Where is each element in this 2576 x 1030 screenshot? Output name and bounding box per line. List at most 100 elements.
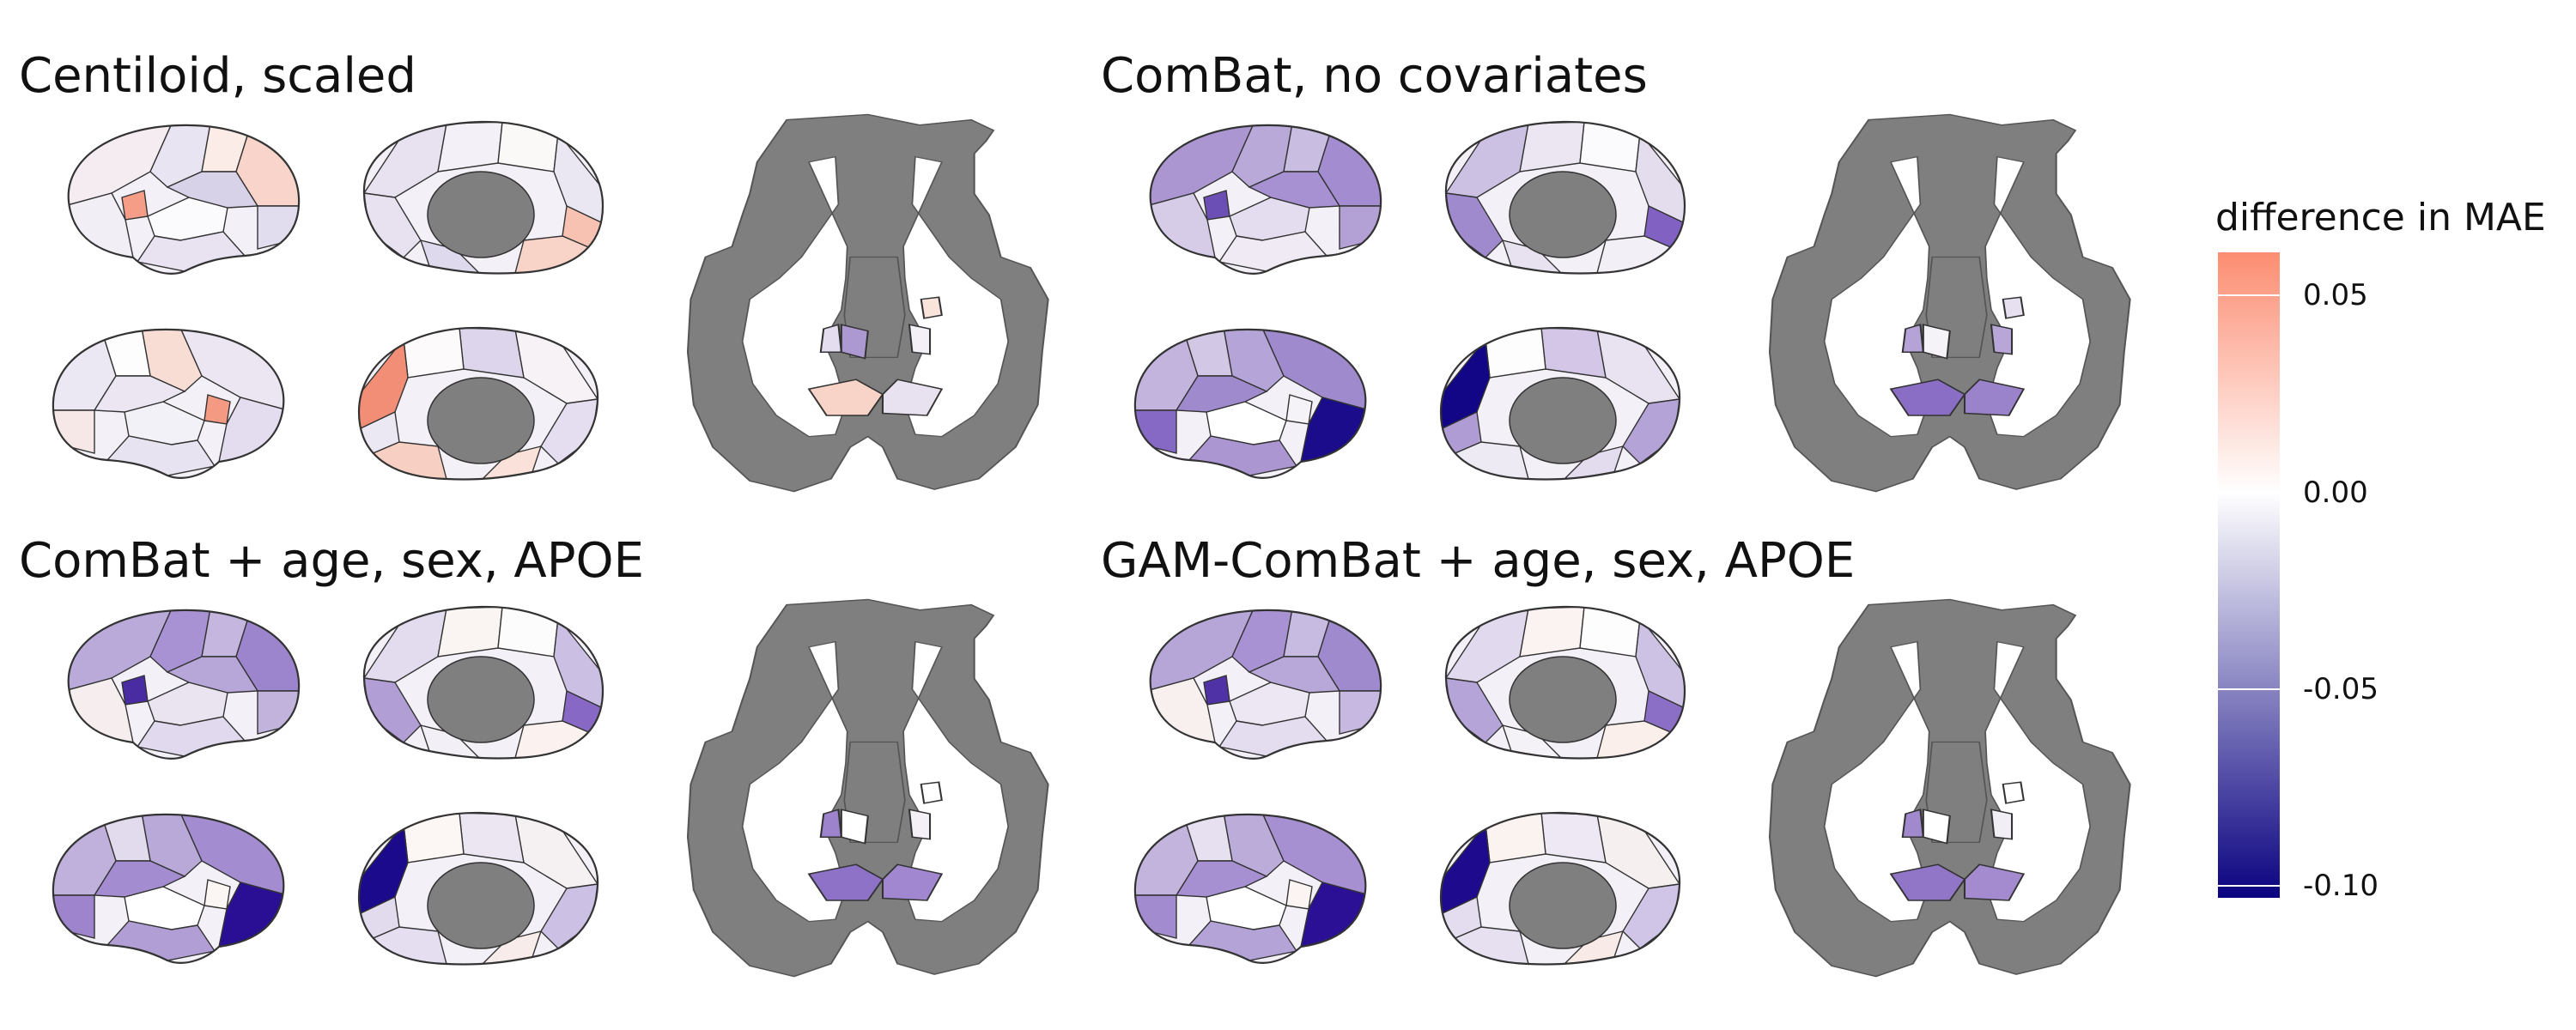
hemisphere-view	[362, 605, 605, 760]
cortical-region	[1188, 920, 1298, 961]
legend-title: difference in MAE	[2215, 196, 2546, 239]
subcortical-region	[1990, 324, 2014, 355]
legend-tick-label: 0.00	[2303, 475, 2368, 510]
cortical-region	[1188, 435, 1298, 476]
panel-title: Centiloid, scaled	[19, 48, 416, 104]
hemisphere-view	[1133, 813, 1367, 964]
subcortical-region	[2002, 296, 2025, 319]
panel-title: ComBat + age, sex, APOE	[19, 533, 644, 589]
cortical-region	[136, 716, 246, 757]
subcortical-region	[807, 863, 884, 901]
brain-views	[52, 113, 1049, 493]
brain-views	[1133, 598, 2131, 978]
subcortical-mask	[427, 656, 535, 743]
cortical-region	[1540, 812, 1607, 863]
hemisphere-view	[1444, 120, 1686, 275]
panel-combat-no-covariates: ComBat, no covariates	[1082, 0, 2172, 506]
cortical-region	[1218, 716, 1328, 757]
subcortical-mask	[1509, 656, 1617, 743]
cortical-region	[1248, 171, 1341, 209]
cortical-region	[1519, 121, 1585, 173]
subcortical-mask	[427, 377, 535, 464]
panel-combat-age-sex-apoe: ComBat + age, sex, APOE	[0, 485, 1091, 1000]
cortical-region	[136, 231, 246, 272]
subcortical-region	[807, 379, 884, 416]
legend-tick-mark	[2218, 885, 2280, 888]
hemisphere-view	[1439, 811, 1681, 966]
cortical-region	[1175, 860, 1268, 898]
cortical-region	[1579, 121, 1641, 173]
legend-tick-label: -0.05	[2303, 671, 2379, 706]
legend-tick-label: -0.10	[2303, 869, 2379, 904]
cortical-region	[1579, 606, 1641, 657]
cortical-region	[166, 656, 259, 694]
cortical-region	[1175, 375, 1268, 413]
cortical-region	[497, 606, 559, 657]
coronal-slice	[1768, 113, 2131, 493]
cortical-region	[93, 375, 186, 413]
subcortical-region	[881, 379, 944, 416]
subcortical-region	[1901, 324, 1924, 353]
hemisphere-view	[357, 326, 599, 481]
coronal-slice	[686, 113, 1049, 493]
cortical-region	[459, 812, 525, 863]
cortical-region	[1485, 327, 1546, 379]
panel-title: GAM-ComBat + age, sex, APOE	[1101, 533, 1856, 589]
coronal-slice	[1768, 598, 2131, 978]
coronal-slice	[686, 598, 1049, 978]
subcortical-mask	[1509, 377, 1617, 464]
subcortical-region	[2002, 781, 2025, 804]
legend-colorbar	[2218, 252, 2280, 898]
legend-tick-mark	[2218, 491, 2280, 494]
subcortical-region	[1889, 863, 1966, 901]
cortical-region	[106, 920, 216, 961]
subcortical-region	[908, 324, 932, 355]
cortical-region	[497, 121, 559, 173]
cortical-region	[1540, 327, 1607, 379]
brain-views	[1133, 113, 2131, 493]
cortical-region	[166, 171, 259, 209]
legend-tick-mark	[2218, 688, 2280, 690]
cortical-region	[1485, 812, 1546, 863]
cortical-region	[459, 327, 525, 379]
hemisphere-view	[52, 813, 285, 964]
cortical-region	[403, 812, 465, 863]
subcortical-mask	[1509, 171, 1617, 258]
subcortical-region	[920, 296, 943, 319]
subcortical-region	[1901, 809, 1924, 838]
subcortical-region	[819, 324, 842, 353]
hemisphere-view	[1149, 609, 1382, 760]
cortical-region	[437, 606, 503, 657]
cortical-region	[106, 435, 216, 476]
subcortical-mask	[1509, 862, 1617, 949]
subcortical-region	[920, 781, 943, 804]
subcortical-region	[1963, 863, 2026, 901]
subcortical-region	[908, 809, 932, 840]
hemisphere-view	[67, 609, 301, 760]
subcortical-mask	[427, 862, 535, 949]
panel-gam-combat-age-sex-apoe: GAM-ComBat + age, sex, APOE	[1082, 485, 2172, 1000]
subcortical-region	[1963, 379, 2026, 416]
hemisphere-view	[67, 124, 301, 275]
subcortical-region	[1990, 809, 2014, 840]
panel-centiloid-scaled: Centiloid, scaled	[0, 0, 1091, 506]
cortical-region	[437, 121, 503, 173]
subcortical-region	[840, 809, 869, 845]
hemisphere-view	[362, 120, 605, 275]
hemisphere-view	[52, 328, 285, 479]
cortical-region	[1519, 606, 1585, 657]
hemisphere-view	[1149, 124, 1382, 275]
cortical-region	[1218, 231, 1328, 272]
subcortical-region	[1922, 324, 1951, 360]
legend-tick-mark	[2218, 294, 2280, 297]
cortical-region	[403, 327, 465, 379]
subcortical-region	[1922, 809, 1951, 845]
cortical-region	[93, 860, 186, 898]
subcortical-region	[840, 324, 869, 360]
subcortical-region	[1889, 379, 1966, 416]
hemisphere-view	[1133, 328, 1367, 479]
hemisphere-view	[1439, 326, 1681, 481]
panel-title: ComBat, no covariates	[1101, 48, 1648, 104]
cortical-region	[1248, 656, 1341, 694]
subcortical-mask	[427, 171, 535, 258]
